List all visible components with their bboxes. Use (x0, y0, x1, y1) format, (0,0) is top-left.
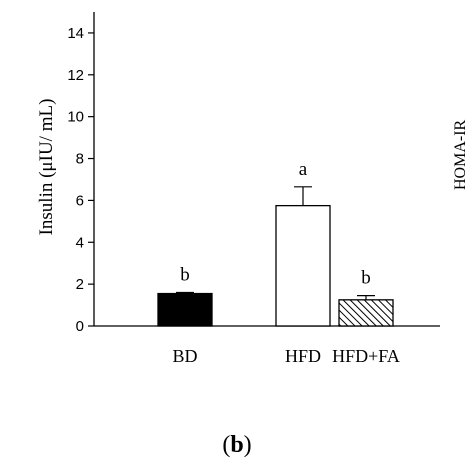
x-category-label: BD (172, 346, 197, 366)
x-category-label: HFD (285, 346, 321, 366)
panel-label: (b) (222, 432, 252, 458)
y-tick-label: 12 (67, 67, 84, 84)
chart-labels: 0 2 4 6 8 10 12 14 Insulin (μIU/ mL) b BD a HFD b HFD+… (36, 25, 400, 366)
significance-letter: b (180, 265, 190, 286)
neighbor-chart-axis-label-fragment: HOMA-IR (452, 119, 469, 190)
bar-hfd-fa (338, 299, 394, 327)
y-tick-label: 10 (67, 109, 84, 126)
bar-hfd (275, 204, 331, 327)
panel-label-letter: b (230, 432, 244, 458)
x-category-label: HFD+FA (332, 346, 400, 366)
bar-bd (157, 292, 213, 327)
y-tick-label: 14 (67, 25, 84, 42)
significance-letter: b (361, 268, 371, 289)
y-axis-title: Insulin (μIU/ mL) (36, 99, 57, 236)
y-tick-label: 8 (76, 151, 84, 168)
y-tick-label: 2 (76, 276, 84, 293)
significance-letter: a (299, 159, 308, 180)
chart-bars (157, 186, 394, 327)
y-tick-label: 0 (76, 318, 84, 335)
chart-axes (88, 12, 440, 327)
y-tick-label: 6 (76, 192, 84, 209)
y-tick-label: 4 (76, 234, 84, 251)
